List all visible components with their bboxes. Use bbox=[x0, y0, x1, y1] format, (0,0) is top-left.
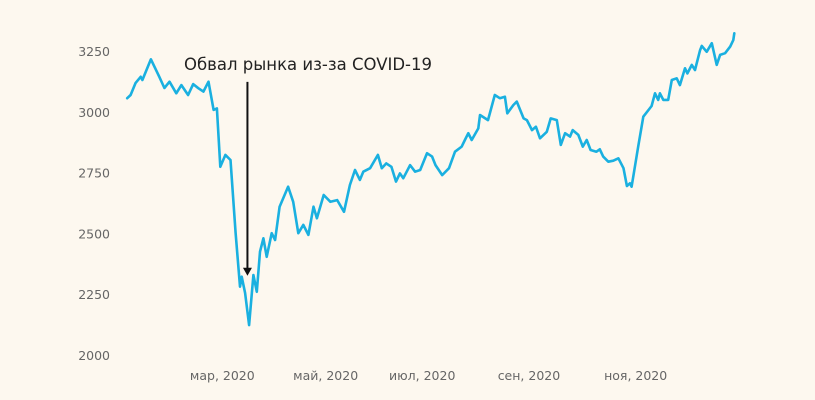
x-tick-label: ноя, 2020 bbox=[604, 368, 667, 383]
y-tick-label: 2000 bbox=[78, 348, 110, 363]
x-axis: мар, 2020 май, 2020 июл, 2020 сен, 2020 ноя,… bbox=[190, 368, 667, 383]
annotation: Обвал рынка из-за COVID-19 bbox=[184, 55, 432, 276]
y-tick-label: 3250 bbox=[78, 44, 110, 59]
x-tick-label: июл, 2020 bbox=[389, 368, 455, 383]
x-tick-label: мар, 2020 bbox=[190, 368, 255, 383]
annotation-label: Обвал рынка из-за COVID-19 bbox=[184, 55, 432, 74]
annotation-arrowhead-icon bbox=[242, 267, 252, 276]
y-axis: 2000 2250 2500 2750 3000 3250 bbox=[78, 44, 110, 363]
y-tick-label: 2500 bbox=[78, 226, 110, 241]
x-tick-label: сен, 2020 bbox=[498, 368, 561, 383]
y-tick-label: 2250 bbox=[78, 287, 110, 302]
y-tick-label: 3000 bbox=[78, 105, 110, 120]
y-tick-label: 2750 bbox=[78, 166, 110, 181]
series-line-sp500 bbox=[125, 31, 736, 327]
x-tick-label: май, 2020 bbox=[293, 368, 358, 383]
